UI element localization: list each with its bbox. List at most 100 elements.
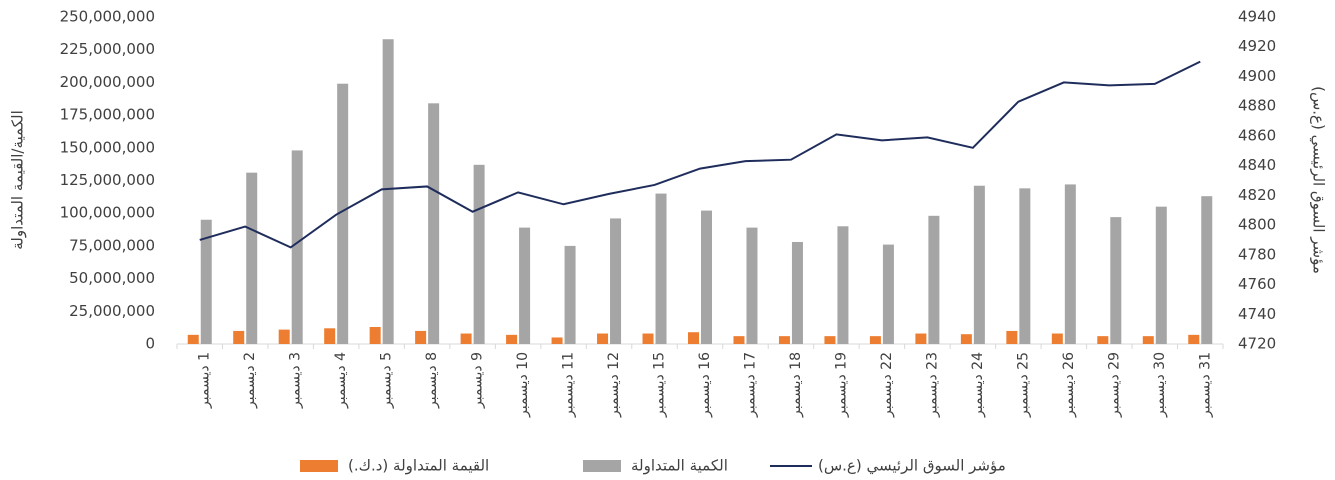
bar [1051,333,1063,344]
y-tick-label: 25,000,000 [69,302,155,320]
x-tick-label: 8 ديسمبر [424,352,440,409]
x-tick-label: 10 ديسمبر [515,352,531,418]
y-axis-title: الكمية/القيمة المتداولة [9,110,27,249]
y2-tick-label: 4780 [1238,245,1276,263]
y2-tick-label: 4940 [1238,8,1276,26]
legend-label: القيمة المتداولة (د.ك.) [348,457,489,475]
bar [973,185,985,344]
bar [428,103,440,344]
bar [960,334,972,344]
bar [324,328,336,344]
legend-label: مؤشر السوق الرئيسي (ع.س) [818,457,1006,476]
y-tick-label: 250,000,000 [60,8,155,26]
y2-tick-label: 4740 [1238,305,1276,323]
bar [1064,184,1076,344]
x-tick-label: 1 ديسمبر [197,352,213,409]
x-tick-label: 26 ديسمبر [1061,352,1077,418]
x-tick-label: 5 ديسمبر [379,352,395,409]
bar [597,333,609,344]
y-tick-label: 100,000,000 [60,204,155,222]
line [199,60,1201,249]
bar [564,245,576,344]
y2-tick-label: 4820 [1238,186,1276,204]
x-tick-label: 16 ديسمبر [697,352,713,418]
bar [1142,336,1154,344]
x-tick-label: 22 ديسمبر [879,352,895,418]
bar [869,336,881,344]
bar [415,330,427,344]
y2-tick-label: 4880 [1238,97,1276,115]
bar [369,326,381,344]
bar [824,336,836,344]
x-tick-label: 12 ديسمبر [606,352,622,418]
x-tick-label: 17 ديسمبر [742,352,758,418]
y2-tick-label: 4920 [1238,37,1276,55]
bar [337,83,349,344]
x-tick-label: 29 ديسمبر [1106,352,1122,418]
bar [551,337,563,344]
bar [506,334,518,344]
bar [1155,206,1167,344]
y2-tick-label: 4720 [1238,335,1276,353]
y-tick-label: 75,000,000 [69,236,155,254]
bar [733,336,745,344]
y2-tick-label: 4860 [1238,126,1276,144]
bar [791,241,803,344]
bar [915,333,927,344]
bar [1188,334,1200,344]
bar [519,227,531,344]
bar [473,164,485,344]
bar [291,150,303,344]
x-tick-label: 2 ديسمبر [242,352,258,409]
y2-tick-label: 4800 [1238,216,1276,234]
x-tick-label: 23 ديسمبر [924,352,940,418]
bar [701,210,712,344]
bar [655,193,667,344]
y2-tick-label: 4760 [1238,275,1276,293]
bar [187,334,199,344]
bar [1097,336,1109,344]
y-tick-label: 50,000,000 [69,269,155,287]
y-tick-label: 125,000,000 [60,171,155,189]
bar [246,172,258,344]
bar [1110,217,1122,344]
bar [200,219,212,344]
x-tick-label: 19 ديسمبر [833,352,849,418]
x-tick-label: 24 ديسمبر [970,352,986,418]
bar [1019,188,1031,344]
y-tick-label: 200,000,000 [60,73,155,91]
bar [460,333,472,344]
y2-tick-label: 4840 [1238,156,1276,174]
bar [928,215,940,344]
legend-label: الكمية المتداولة [631,457,728,475]
x-tick-label: 11 ديسمبر [561,352,577,418]
bar [642,333,654,344]
bar [837,226,849,344]
legend-swatch [583,460,621,472]
bar [688,332,699,344]
bar [746,227,758,344]
y2-tick-label: 4900 [1238,67,1276,85]
x-tick-label: 31 ديسمبر [1197,352,1213,418]
bar [233,330,245,344]
bar [778,336,790,344]
x-tick-label: 15 ديسمبر [652,352,668,418]
x-tick-label: 18 ديسمبر [788,352,804,418]
x-tick-label: 3 ديسمبر [288,352,304,409]
bar [610,218,622,344]
bar [1201,196,1213,344]
y-tick-label: 175,000,000 [60,106,155,124]
x-tick-label: 9 ديسمبر [470,352,486,409]
y-tick-label: 0 [145,335,155,353]
bar [1006,330,1018,344]
y-tick-label: 225,000,000 [60,40,155,58]
bar [278,329,290,344]
y-tick-label: 150,000,000 [60,138,155,156]
bar [882,244,894,344]
legend-swatch [300,460,338,472]
x-tick-label: 25 ديسمبر [1015,352,1031,418]
x-tick-label: 4 ديسمبر [333,352,349,409]
x-tick-label: 30 ديسمبر [1152,352,1168,418]
y2-axis-title: مؤشر السوق الرئيسي (ع.س) [1309,86,1328,274]
